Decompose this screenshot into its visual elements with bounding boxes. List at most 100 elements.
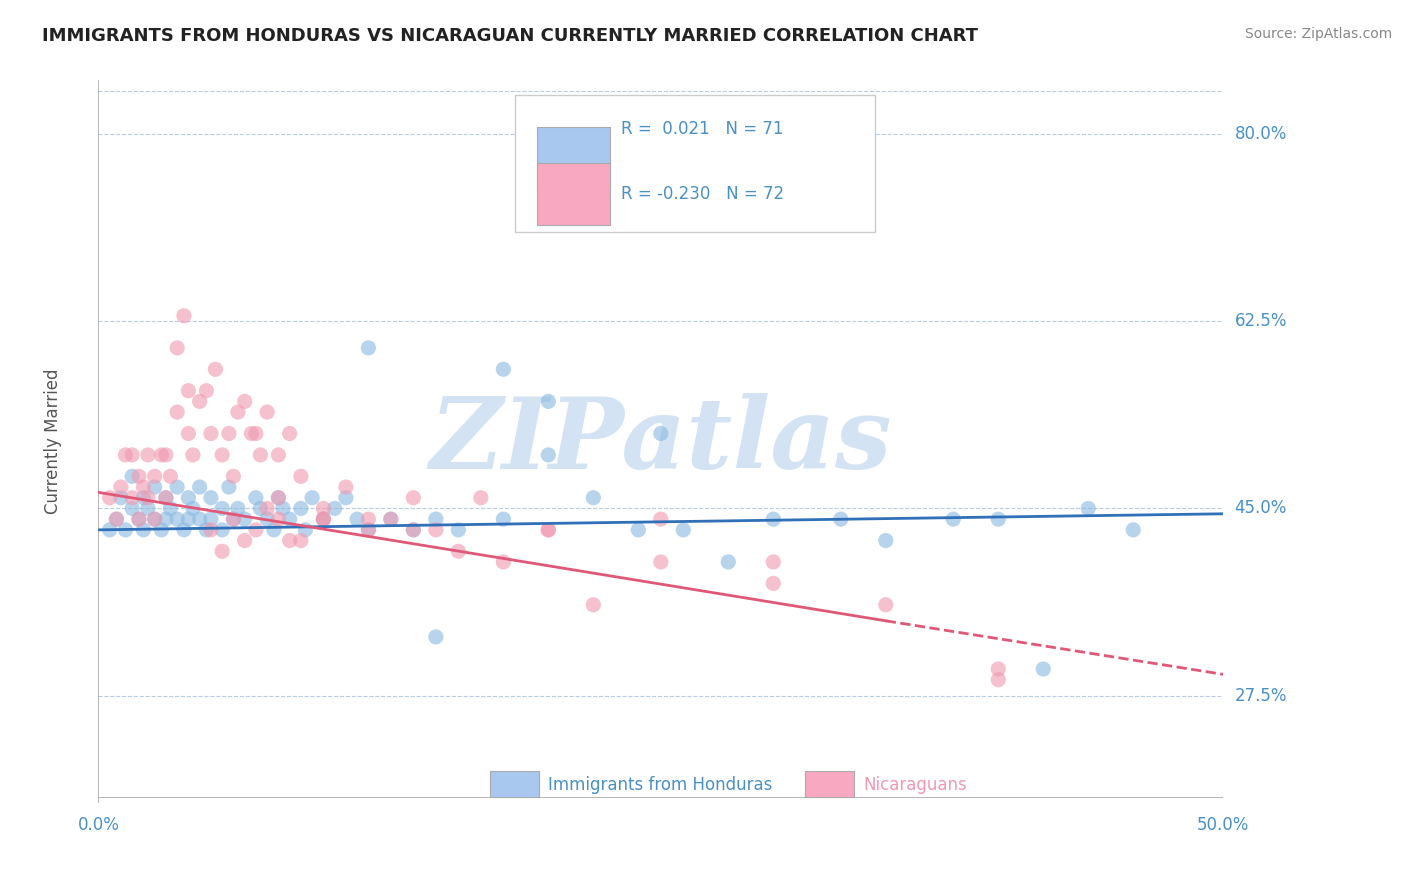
Point [204,362,226,376]
Point [335,480,357,494]
Point [357,512,380,526]
Point [121,501,143,516]
Point [672,523,695,537]
Point [537,448,560,462]
Point [150,448,173,462]
Point [492,362,515,376]
Point [121,469,143,483]
FancyBboxPatch shape [489,771,540,797]
Point [425,523,447,537]
Point [470,491,492,505]
Point [98,491,121,505]
Point [121,448,143,462]
Point [195,384,218,398]
Point [177,426,200,441]
Point [105,512,128,526]
Point [226,501,249,516]
Point [582,491,605,505]
Point [830,512,852,526]
Point [155,491,177,505]
Text: Source: ZipAtlas.com: Source: ZipAtlas.com [1244,27,1392,41]
Point [226,405,249,419]
Point [166,480,188,494]
Point [492,512,515,526]
Point [267,448,290,462]
Point [987,662,1010,676]
Text: IMMIGRANTS FROM HONDURAS VS NICARAGUAN CURRENTLY MARRIED CORRELATION CHART: IMMIGRANTS FROM HONDURAS VS NICARAGUAN C… [42,27,979,45]
Point [1122,523,1144,537]
Point [447,544,470,558]
Point [875,598,897,612]
Point [582,598,605,612]
Point [278,426,301,441]
Point [267,512,290,526]
Point [177,512,200,526]
Point [188,480,211,494]
Point [1077,501,1099,516]
Point [762,555,785,569]
Point [211,523,233,537]
Point [312,512,335,526]
Point [200,426,222,441]
Point [218,480,240,494]
Point [290,501,312,516]
Point [256,501,278,516]
Point [159,469,181,483]
Point [271,501,294,516]
Text: 80.0%: 80.0% [1234,125,1286,143]
Point [245,523,267,537]
Point [188,394,211,409]
Point [650,555,672,569]
Point [380,512,402,526]
Point [942,512,965,526]
Point [380,512,402,526]
Point [537,394,560,409]
Point [987,512,1010,526]
Text: R = -0.230   N = 72: R = -0.230 N = 72 [621,186,785,203]
Point [267,491,290,505]
Text: ZIPatlas: ZIPatlas [430,393,891,490]
Text: 45.0%: 45.0% [1234,500,1286,517]
Point [627,523,650,537]
Point [166,405,188,419]
Point [128,512,150,526]
Point [1032,662,1054,676]
Point [132,480,155,494]
Point [143,469,166,483]
Point [323,501,346,516]
Point [233,533,256,548]
Point [249,501,271,516]
Point [173,523,195,537]
Point [211,501,233,516]
Point [650,426,672,441]
Point [155,512,177,526]
Point [222,512,245,526]
FancyBboxPatch shape [515,95,875,232]
Point [402,523,425,537]
Text: 0.0%: 0.0% [77,815,120,834]
Point [346,512,368,526]
Text: 50.0%: 50.0% [1197,815,1250,834]
Text: R =  0.021   N = 71: R = 0.021 N = 71 [621,120,785,138]
Point [447,523,470,537]
Point [98,523,121,537]
Point [222,512,245,526]
Text: 27.5%: 27.5% [1234,687,1286,705]
Point [110,480,132,494]
Point [249,448,271,462]
FancyBboxPatch shape [804,771,855,797]
Point [177,384,200,398]
Point [357,523,380,537]
Point [278,533,301,548]
Point [200,512,222,526]
Point [312,512,335,526]
Point [425,512,447,526]
Point [114,523,136,537]
Point [105,512,128,526]
Text: Immigrants from Honduras: Immigrants from Honduras [548,776,773,794]
Point [143,480,166,494]
Point [155,491,177,505]
Point [357,341,380,355]
Point [128,469,150,483]
Point [717,555,740,569]
